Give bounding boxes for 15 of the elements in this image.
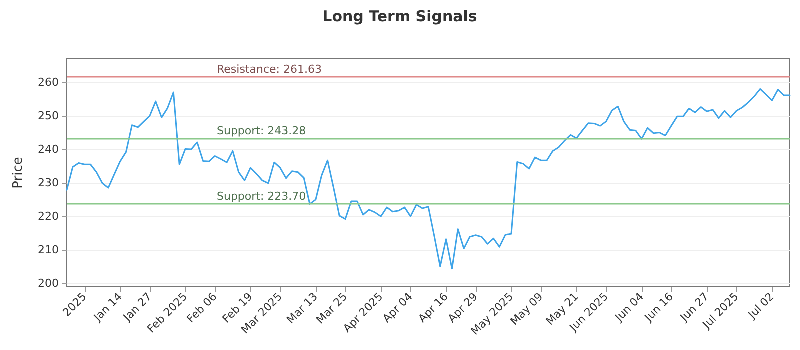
x-tick-label: Jul 02 xyxy=(745,290,777,322)
ref-line-label: Resistance: 261.63 xyxy=(217,63,322,76)
y-tick-label: 200 xyxy=(38,277,59,290)
y-tick-label: 250 xyxy=(38,110,59,122)
y-tick-label: 260 xyxy=(38,76,59,89)
y-tick-label: 210 xyxy=(38,244,59,257)
ref-line-label: Support: 223.70 xyxy=(217,190,306,204)
chart-title: Long Term Signals xyxy=(322,8,478,26)
ref-line-label: Support: 243.28 xyxy=(217,124,306,138)
y-tick-label: 230 xyxy=(38,176,59,190)
x-tick-label: Jun 16 xyxy=(642,290,676,325)
line-series xyxy=(66,88,791,270)
y-axis-title: Price xyxy=(11,157,26,189)
y-tick-label: 220 xyxy=(38,210,59,224)
y-tick-label: 240 xyxy=(38,143,59,156)
